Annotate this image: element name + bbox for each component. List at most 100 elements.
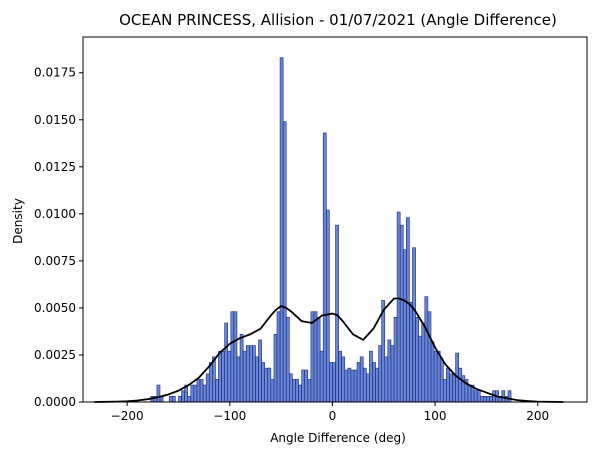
y-tick-label: 0.0075 [34, 254, 76, 268]
histogram-bar [314, 312, 317, 402]
y-tick-label: 0.0025 [34, 348, 76, 362]
histogram-bar [206, 374, 209, 402]
histogram-bar [249, 346, 252, 402]
histogram-bar [329, 362, 332, 402]
histogram-bar [209, 362, 212, 402]
axes [83, 37, 587, 402]
histogram-bar [268, 368, 271, 402]
histogram-bar [480, 396, 483, 402]
histogram-bar [323, 133, 326, 402]
histogram-bar [336, 225, 339, 402]
histogram-bar [443, 379, 446, 402]
y-axis-label: Density [11, 198, 25, 244]
histogram-bar [194, 385, 197, 402]
histogram-bar [302, 370, 305, 402]
histogram-bar [283, 122, 286, 402]
histogram-bar [397, 212, 400, 402]
histogram-bar [178, 396, 181, 402]
histogram-bar [440, 359, 443, 402]
histogram-bar [243, 351, 246, 402]
histogram-bar [222, 351, 225, 402]
histogram-bar [459, 368, 462, 402]
histogram-bar [449, 374, 452, 402]
histogram-bar [400, 225, 403, 402]
histogram-bar [502, 391, 505, 402]
histogram-bar [289, 374, 292, 402]
histogram-bar [252, 346, 255, 402]
x-tick-label: −100 [213, 409, 246, 423]
histogram-bar [339, 351, 342, 402]
y-tick-label: 0.0150 [34, 113, 76, 127]
histogram-bar [382, 300, 385, 402]
histogram-bar [265, 368, 268, 402]
histogram-bar [255, 357, 258, 402]
histogram-bar [231, 312, 234, 402]
histogram-bar [376, 368, 379, 402]
y-tick-label: 0.0050 [34, 301, 76, 315]
histogram-bar [422, 323, 425, 402]
histogram-bar [225, 323, 228, 402]
histogram-bar [351, 370, 354, 402]
histogram-bar [326, 210, 329, 402]
y-tick-label: 0.0175 [34, 66, 76, 80]
histogram-bar [388, 340, 391, 402]
y-axis-ticks: 0.0000 0.0025 0.0050 0.0075 0.0100 0.0125 0.01… [34, 66, 83, 409]
histogram-bar [295, 379, 298, 402]
y-tick-label: 0.0000 [34, 395, 76, 409]
histogram-bar [428, 312, 431, 402]
histogram-bar [240, 334, 243, 402]
histogram-bar [311, 312, 314, 402]
x-tick-label: 100 [424, 409, 447, 423]
histogram-bar [360, 357, 363, 402]
histogram-bar [413, 248, 416, 402]
histogram-bar [431, 342, 434, 402]
histogram-bar [218, 351, 221, 402]
y-tick-label: 0.0100 [34, 207, 76, 221]
histogram-bar [354, 370, 357, 402]
histogram-bar [394, 317, 397, 402]
histogram-bar [406, 218, 409, 402]
histogram-bar [483, 396, 486, 402]
histogram-bar [262, 362, 265, 402]
histogram-bar [363, 368, 366, 402]
histogram-bar [437, 351, 440, 402]
histogram-bar [197, 379, 200, 402]
histogram-bar [474, 391, 477, 402]
histogram-bar [409, 302, 412, 402]
histogram-bar [345, 370, 348, 402]
histogram-bar [372, 362, 375, 402]
histogram-bar [332, 362, 335, 402]
histogram-bar [259, 340, 262, 402]
histogram-bar [385, 357, 388, 402]
histogram-bar [271, 379, 274, 402]
histogram-bar [308, 379, 311, 402]
histogram-bar [234, 312, 237, 402]
histogram-bar [419, 336, 422, 402]
histogram-bars [151, 58, 511, 402]
histogram-bar [200, 379, 203, 402]
histogram-bar [489, 396, 492, 402]
histogram-bar [468, 385, 471, 402]
histogram-bar [434, 351, 437, 402]
y-tick-label: 0.0125 [34, 160, 76, 174]
histogram-bar [379, 346, 382, 402]
histogram-bar [274, 334, 277, 402]
histogram-bar [191, 385, 194, 402]
histogram-bar [477, 391, 480, 402]
histogram-bar [203, 385, 206, 402]
histogram-bar [246, 346, 249, 402]
histogram-bar [391, 346, 394, 402]
histogram-bar [212, 357, 215, 402]
histogram-bar [172, 396, 175, 402]
histogram-bar [169, 396, 172, 402]
histogram-bar [188, 396, 191, 402]
x-tick-label: 200 [526, 409, 549, 423]
x-tick-label: 0 [329, 409, 337, 423]
histogram-bar [453, 374, 456, 402]
x-axis-label: Angle Difference (deg) [270, 431, 406, 445]
histogram-bar [280, 58, 283, 402]
histogram-bar [486, 396, 489, 402]
plot-frame [83, 37, 587, 402]
histogram-bar [369, 351, 372, 402]
